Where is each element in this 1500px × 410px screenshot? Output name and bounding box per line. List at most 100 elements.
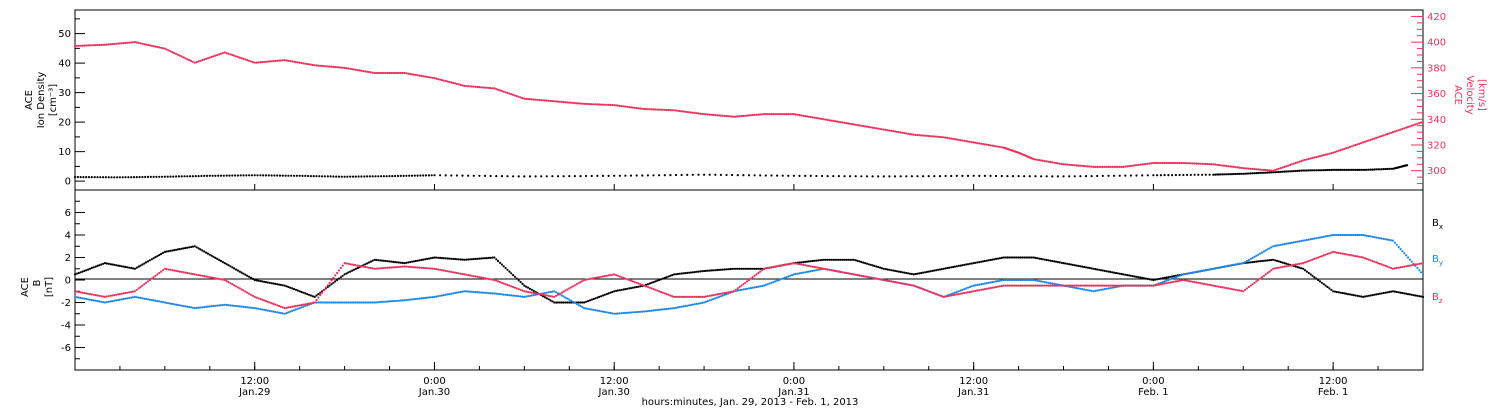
density-series-point [1244,172,1247,175]
bx-series-point [1054,260,1058,263]
bz-series-point [1275,266,1279,270]
bz-series-point [577,282,580,285]
velocity-series-point [1159,161,1162,165]
by-series-point [543,291,547,295]
bz-series-point [613,273,616,276]
bx-series-point [974,261,977,264]
by-series-point [240,305,243,308]
bz-series-point [624,277,627,280]
bz-series-point [1416,263,1419,266]
density-series-point [290,174,293,177]
by-series-point [289,310,292,313]
bx-series-point [551,300,554,303]
by-series-point [1011,278,1015,282]
bz-series-point [1028,284,1031,287]
bz-series-point [530,291,533,294]
bz-series-point [1064,284,1067,287]
by-series-point [510,294,513,297]
by-series-point [79,296,82,299]
by-series-point [1088,289,1091,292]
density-series-point [191,175,194,178]
density-series-point [337,175,341,178]
velocity-series-point [635,106,638,110]
bx-series-point [1159,277,1162,280]
bz-series-point [828,268,831,271]
bx-series-point [281,284,284,287]
bx-series-point [334,280,337,283]
top-ylabel-line1: ACE [24,90,35,110]
velocity-series-point [130,41,133,44]
velocity-series-point [495,88,498,91]
velocity-series-point [379,71,382,75]
by-series-point [594,309,597,312]
by-series-point [1298,240,1301,243]
velocity-series-point [1068,163,1071,166]
density-series-point [1313,169,1316,172]
bz-series-point [976,289,979,292]
by-series-point [165,301,168,304]
bz-series-point [483,277,487,280]
bz-series-point [807,264,811,267]
velocity-series-point [311,63,314,67]
bx-series-point [291,287,294,290]
bx-series-point [1105,270,1108,273]
bz-series-point [631,280,635,283]
bx-series-point [1260,259,1264,263]
by-series-point [1184,272,1187,276]
bz-series-point [1348,253,1352,257]
bz-series-point [1167,281,1170,284]
density-series-point [360,175,363,178]
bz-series-point [759,270,762,273]
velocity-series-point [1309,157,1312,160]
bx-series-point [435,256,438,259]
bz-series-point [1113,284,1116,287]
bz-series-point [802,263,805,266]
by-series-point [545,291,548,294]
velocity-series-point [738,115,741,118]
top-right-tick-label: 380 [1427,63,1446,74]
velocity-series-point [1274,169,1277,172]
bx-series-point [952,265,955,269]
by-series-point [205,305,208,308]
by-series-point [1362,233,1365,237]
by-series-point [1363,234,1367,237]
density-series-point [1156,174,1159,177]
by-series-point [319,301,322,304]
velocity-series-point [1380,134,1383,138]
bz-series-point [1073,284,1076,287]
by-series-point [1098,289,1101,292]
bx-series-point [682,272,685,275]
velocity-series-point [708,113,711,116]
velocity-series-point [530,98,533,101]
velocity-series-point [1388,132,1391,135]
bz-series-point [439,268,442,271]
velocity-series-point [639,107,642,110]
velocity-series-point [624,105,627,108]
bx-series-point [397,261,400,264]
bx-series-point [708,269,711,272]
density-series-point [545,175,548,178]
velocity-series-point [1296,161,1299,164]
x-tick-time-label: 0:00 [783,376,805,387]
velocity-series-point [1178,161,1181,165]
by-series-point [581,306,584,309]
velocity-series-point [854,123,857,126]
bz-series-point [1077,284,1080,287]
bz-series-point [201,274,204,277]
bx-series-point [985,259,988,262]
velocity-series-point [103,43,107,46]
bz-series-point [1382,264,1385,267]
by-series-point [654,309,657,312]
velocity-series-point [188,59,191,62]
bx-series-point [1348,293,1352,296]
by-series-point [1401,250,1404,253]
bx-series-point [244,273,247,276]
by-series-point [970,285,973,288]
bz-series-point [1195,281,1198,284]
bz-series-point [1408,264,1411,267]
by-series-point [231,304,234,307]
density-series-point [624,174,627,177]
by-series-point [1313,237,1316,240]
bz-series-point [1253,281,1256,284]
bx-series-point [1142,277,1146,280]
